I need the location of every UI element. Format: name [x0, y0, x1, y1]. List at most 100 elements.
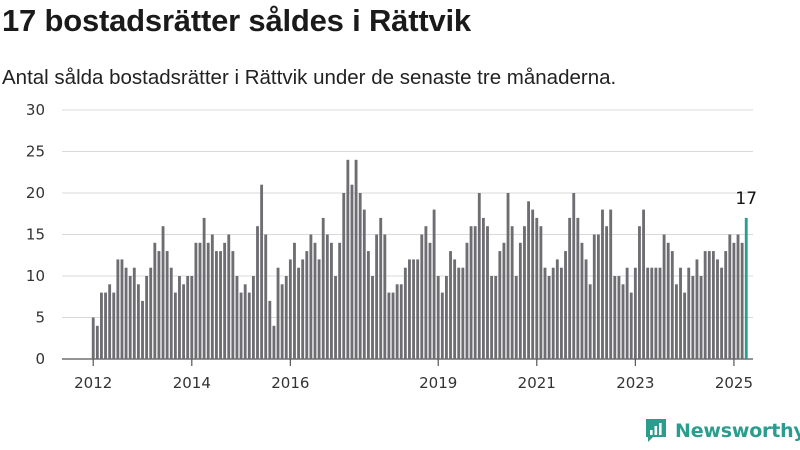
bar: [100, 292, 103, 359]
bar: [276, 267, 280, 359]
bar: [638, 226, 641, 359]
bar: [116, 259, 120, 359]
bar: [186, 276, 190, 359]
bar: [543, 267, 547, 359]
bar: [247, 292, 251, 359]
x-tick-label: 2012: [74, 374, 112, 392]
bar: [547, 276, 551, 359]
y-tick-label: 25: [26, 143, 45, 161]
y-tick-label: 5: [35, 309, 45, 327]
bar: [136, 284, 140, 359]
bar: [523, 226, 526, 359]
bar: [206, 242, 210, 359]
bar: [449, 251, 452, 359]
chart-subtitle: Antal sålda bostadsrätter i Rättvik unde…: [2, 66, 617, 89]
bar: [108, 284, 112, 359]
bar: [210, 234, 214, 359]
bar: [161, 226, 165, 359]
bar: [317, 259, 321, 359]
x-tick-label: 2021: [518, 374, 556, 392]
bar: [321, 217, 325, 359]
bar: [592, 234, 596, 359]
bar: [309, 234, 313, 359]
bar: [666, 242, 670, 359]
bar: [408, 259, 411, 359]
bar: [486, 226, 489, 359]
bar: [149, 267, 153, 359]
bar: [346, 159, 350, 359]
bar: [625, 267, 629, 359]
bar: [683, 292, 687, 359]
brand-logo: Newsworthy: [644, 418, 800, 444]
chart-grid: [62, 109, 753, 360]
bar: [621, 284, 625, 359]
bar: [190, 276, 194, 359]
bar: [506, 193, 510, 359]
bar: [436, 276, 440, 359]
bar: [182, 284, 186, 359]
bar: [91, 317, 95, 359]
x-tick-label: 2023: [616, 374, 654, 392]
bar: [564, 251, 567, 359]
bar: [572, 193, 576, 359]
bar: [325, 234, 329, 359]
bar: [510, 226, 514, 359]
bar: [231, 251, 235, 359]
bar: [284, 276, 288, 359]
bar: [375, 234, 379, 359]
bar: [617, 276, 621, 359]
bar: [104, 292, 107, 359]
bar: [165, 251, 169, 359]
bar: [354, 159, 358, 359]
bar: [383, 234, 387, 359]
y-tick-label: 20: [26, 184, 45, 202]
bar: [227, 234, 231, 359]
bar: [633, 267, 637, 359]
bar: [670, 251, 674, 359]
y-axis: 0 5 10 15 20 25 30: [26, 101, 45, 368]
bar: [198, 242, 202, 359]
bar: [658, 267, 662, 359]
bar: [272, 325, 276, 359]
bar: [699, 276, 703, 359]
bar: [514, 276, 518, 359]
bar: [642, 209, 645, 359]
bar: [223, 242, 227, 359]
bar: [687, 267, 691, 359]
bar: [260, 184, 264, 359]
bar: [132, 267, 136, 359]
bar: [301, 259, 305, 359]
bar: [293, 242, 296, 359]
bar: [239, 292, 243, 359]
bar: [128, 276, 132, 359]
bar: [391, 292, 395, 359]
bar: [350, 184, 354, 359]
bar: [362, 209, 366, 359]
bar: [588, 284, 592, 359]
bar: [305, 251, 309, 359]
bar: [473, 226, 477, 359]
bar: [490, 276, 494, 359]
y-tick-label: 10: [26, 267, 45, 285]
bar: [416, 259, 420, 359]
bar: [342, 193, 346, 359]
bar: [334, 276, 337, 359]
x-tick-label: 2014: [173, 374, 211, 392]
bar: [679, 267, 682, 359]
bar: [539, 226, 543, 359]
bar: [120, 259, 124, 359]
bar: [465, 242, 469, 359]
y-tick-label: 0: [35, 350, 45, 368]
bar: [297, 267, 300, 359]
bar: [445, 276, 448, 359]
bar: [481, 217, 485, 359]
bar: [502, 242, 506, 359]
bar: [173, 292, 177, 359]
bar: [153, 242, 157, 359]
bar-highlight: [744, 217, 748, 359]
bar: [95, 325, 99, 359]
bar: [399, 284, 403, 359]
bar: [124, 267, 128, 359]
bar: [313, 242, 317, 359]
y-tick-label: 15: [26, 226, 45, 244]
